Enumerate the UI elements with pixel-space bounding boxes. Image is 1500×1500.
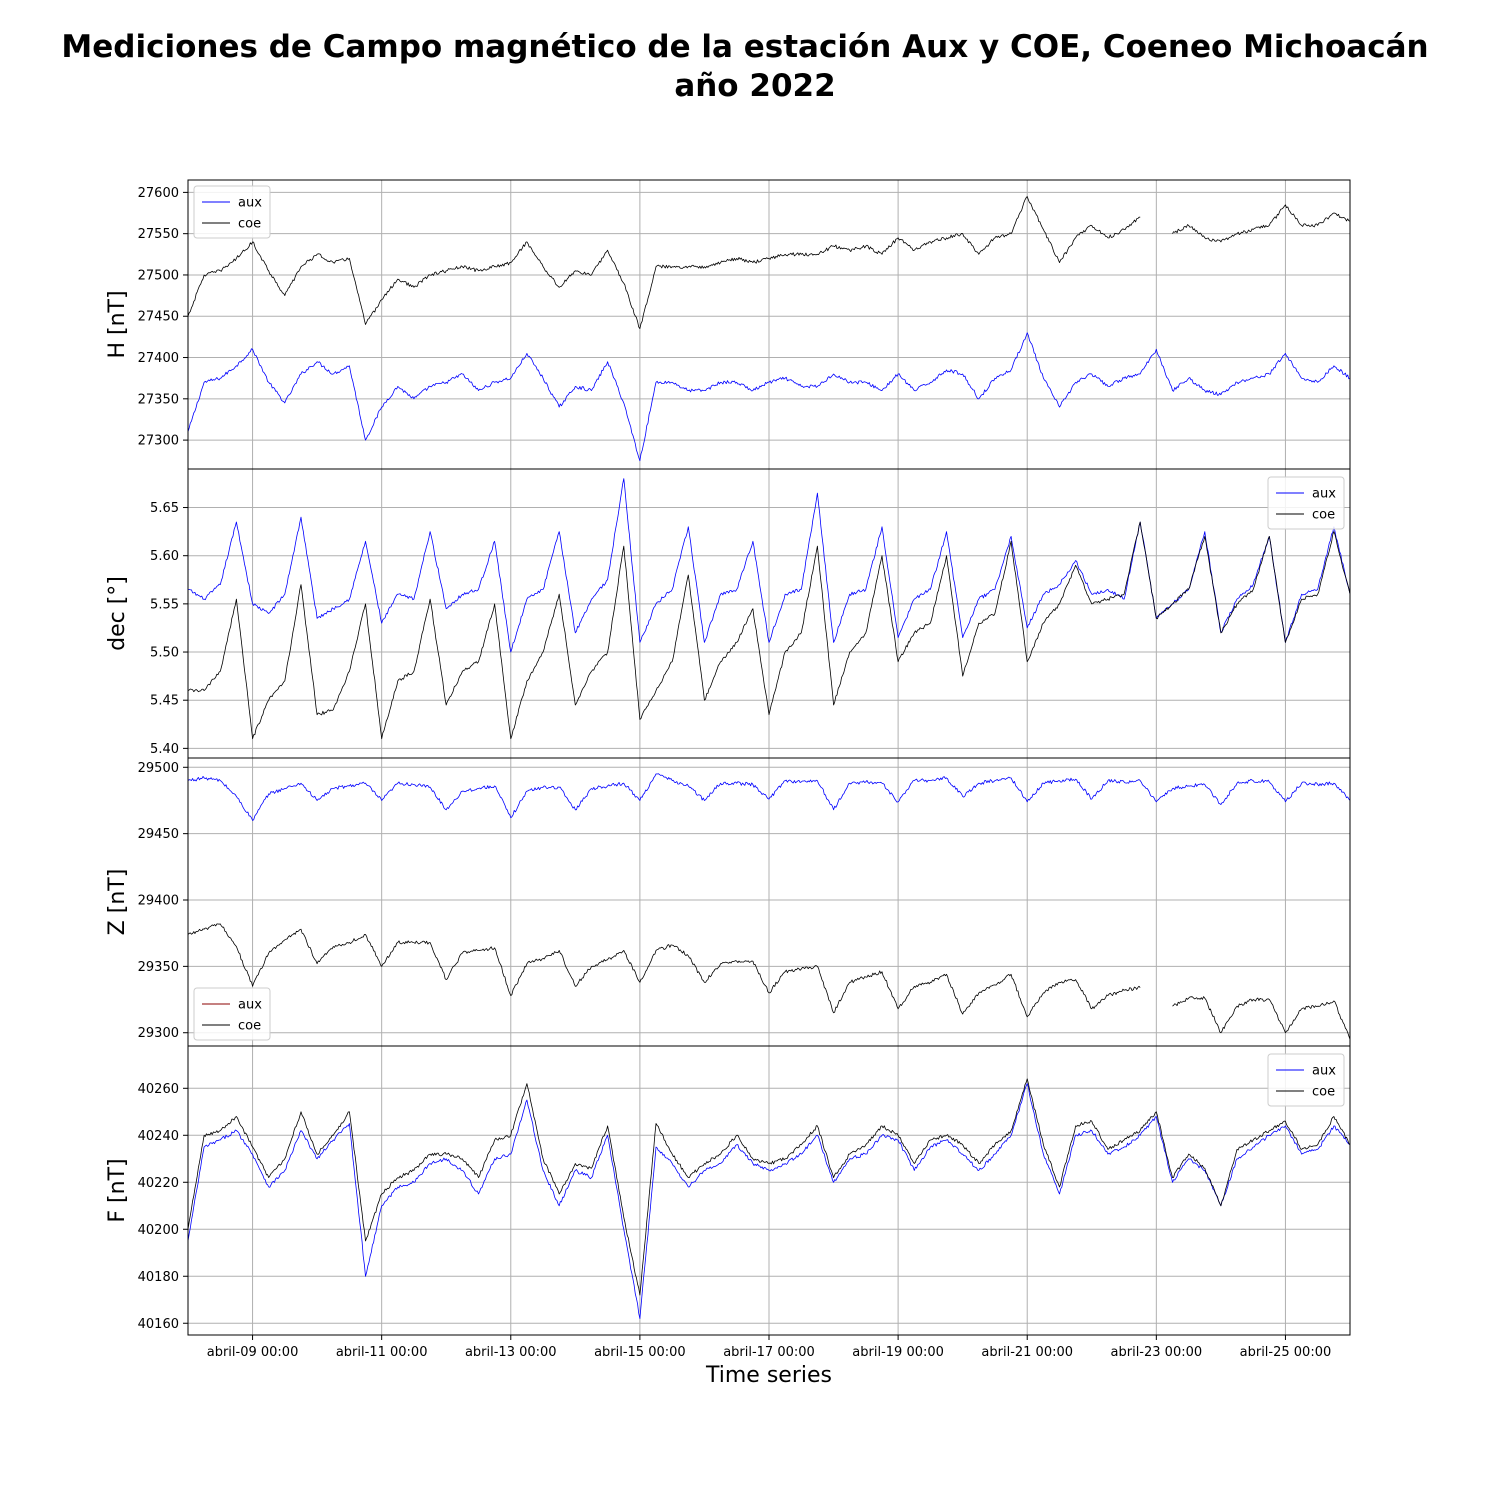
y-tick-label: 27300 [138,434,179,449]
legend: aux coe [1267,476,1345,530]
y-tick-label: 27600 [138,186,179,201]
y-tick-label: 40200 [138,1223,179,1238]
panel-h: 27300 27350 27400 27450 27500 27550 27600 H [nT… [105,179,1351,470]
y-tick-label: 29500 [138,761,179,776]
series-line-coe [187,196,1351,329]
legend-box [193,185,271,239]
legend-label-coe: coe [1312,508,1335,523]
y-tick-label: 29450 [138,827,179,842]
legend: aux coe [193,185,271,239]
x-tick-label: abril-21 00:00 [981,1345,1073,1360]
y-tick-label: 27400 [138,351,179,366]
legend-label-coe: coe [238,1019,261,1034]
y-tick-label: 40240 [138,1129,179,1144]
y-tick-label: 40160 [138,1317,179,1332]
y-axis-label: F [nT] [105,1158,130,1222]
legend: aux coe [193,987,271,1041]
chart-title-line-2: año 2022 [674,68,835,104]
y-tick-label: 27450 [138,310,179,325]
x-tick-label: abril-11 00:00 [336,1345,428,1360]
y-tick-label: 5.50 [150,646,179,661]
y-axis-label: H [nT] [105,290,130,358]
legend-box [1267,1053,1345,1107]
x-tick-label: abril-17 00:00 [723,1345,815,1360]
chart-title-line-1: Mediciones de Campo magnético de la esta… [61,29,1428,65]
legend: aux coe [1267,1053,1345,1107]
x-tick-label: abril-13 00:00 [465,1345,557,1360]
x-tick-label: abril-19 00:00 [852,1345,944,1360]
x-axis-label: Time series [705,1363,832,1388]
legend-box [1267,476,1345,530]
legend-label-coe: coe [1312,1085,1335,1100]
y-tick-label: 40180 [138,1270,179,1285]
y-tick-label: 29350 [138,960,179,975]
series-line-aux [187,773,1351,821]
y-axis-label: dec [°] [105,576,130,651]
series-line-coe [187,923,1351,1040]
y-axis-label: Z [nT] [105,869,130,936]
legend-label-aux: aux [238,196,262,211]
y-tick-label: 27500 [138,268,179,283]
x-tick-label: abril-23 00:00 [1111,1345,1203,1360]
legend-label-aux: aux [1312,1064,1336,1079]
series-line-aux [187,1083,1351,1319]
legend-label-coe: coe [238,217,261,232]
y-tick-label: 27350 [138,392,179,407]
x-tick-label: abril-15 00:00 [594,1345,686,1360]
y-tick-label: 40260 [138,1082,179,1097]
legend-box [193,987,271,1041]
y-tick-label: 27550 [138,227,179,242]
panel-f: 40160 40180 40200 40220 40240 40260 F [nT] aux c… [105,1045,1351,1336]
y-tick-label: 40220 [138,1176,179,1191]
x-tick-label: abril-25 00:00 [1240,1345,1332,1360]
x-axis-ticks: abril-09 00:00 abril-11 00:00 abril-13 00:… [207,1335,1332,1360]
x-tick-label: abril-09 00:00 [207,1345,299,1360]
y-tick-label: 29300 [138,1026,179,1041]
y-tick-label: 5.55 [150,597,179,612]
legend-label-aux: aux [238,998,262,1013]
series-line-aux [187,332,1351,462]
y-tick-label: 29400 [138,894,179,909]
legend-label-aux: aux [1312,487,1336,502]
y-tick-label: 5.40 [150,742,179,757]
series-line-coe [187,1078,1351,1296]
y-tick-label: 5.65 [150,501,179,516]
y-tick-label: 5.45 [150,694,179,709]
y-tick-label: 5.60 [150,549,179,564]
panel-z: 29300 29350 29400 29450 29500 Z [nT] aux coe [105,757,1351,1047]
series-line-coe [187,521,1351,740]
